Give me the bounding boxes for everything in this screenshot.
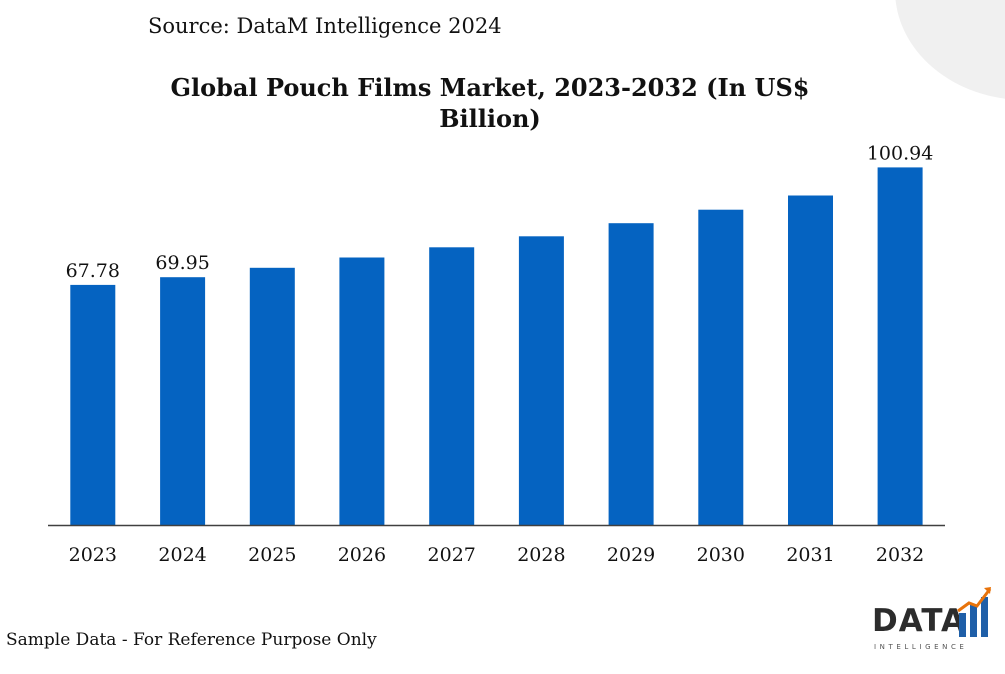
- bar-2027: [429, 247, 475, 526]
- chart-title: Global Pouch Films Market, 2023-2032 (In…: [150, 72, 830, 134]
- source-text: Source: DataM Intelligence 2024: [148, 14, 502, 38]
- bar-2026: [339, 257, 385, 525]
- bar-2032: [877, 167, 923, 525]
- chart-title-line-1: Global Pouch Films Market, 2023-2032 (In…: [170, 73, 810, 102]
- chart-title-line-2: Billion): [439, 104, 541, 133]
- data-label-2024: 69.95: [155, 252, 209, 274]
- bar-2024: [160, 277, 206, 525]
- logo-wordmark: DATA: [872, 603, 967, 639]
- x-tick-2028: 2028: [517, 544, 565, 566]
- x-tick-2026: 2026: [338, 544, 386, 566]
- x-tick-2031: 2031: [786, 544, 834, 566]
- data-label-2023: 67.78: [66, 260, 120, 282]
- bar-2031: [788, 195, 833, 525]
- bars-group: [70, 167, 923, 526]
- logo-subtitle: INTELLIGENCE: [874, 643, 968, 651]
- footnote: Sample Data - For Reference Purpose Only: [6, 630, 377, 650]
- data-labels-group: 67.78 69.95 100.94: [66, 142, 934, 282]
- bar-2028: [518, 236, 564, 526]
- x-tick-2024: 2024: [158, 544, 206, 566]
- data-label-2032: 100.94: [867, 142, 933, 164]
- x-tick-labels-group: 2023 2024 2025 2026 2027 2028 2029 2030 2031 2032: [69, 544, 925, 566]
- x-tick-2023: 2023: [69, 544, 117, 566]
- x-tick-2025: 2025: [248, 544, 296, 566]
- x-tick-2027: 2027: [428, 544, 476, 566]
- bar-2029: [608, 223, 654, 525]
- bar-2025: [249, 267, 295, 525]
- datam-logo: DATA INTELLIGENCE: [872, 585, 997, 655]
- x-tick-2030: 2030: [697, 544, 745, 566]
- bar-2030: [698, 209, 744, 525]
- x-tick-2032: 2032: [876, 544, 924, 566]
- bar-2023: [70, 284, 116, 525]
- x-tick-2029: 2029: [607, 544, 655, 566]
- logo-bars-icon: [957, 587, 992, 637]
